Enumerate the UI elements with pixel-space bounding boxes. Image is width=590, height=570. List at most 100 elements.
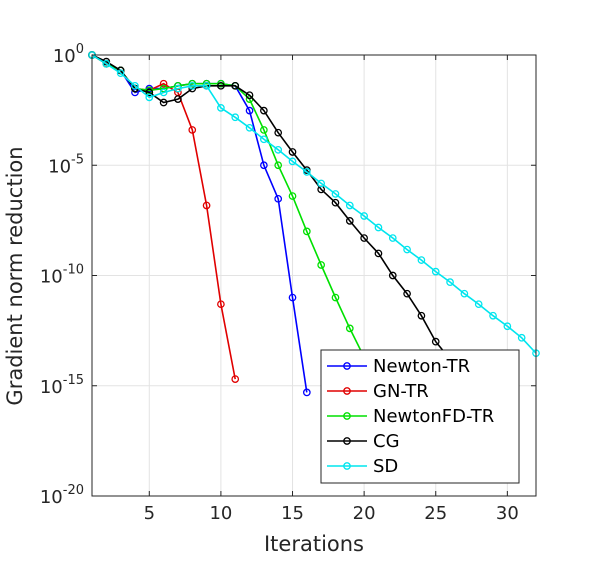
- legend-item: SD: [327, 456, 398, 477]
- data-point: [159, 98, 168, 107]
- data-point: [302, 168, 311, 176]
- data-point: [474, 300, 483, 309]
- data-point: [245, 123, 254, 132]
- data-point: [331, 293, 340, 302]
- data-point: [431, 337, 440, 346]
- data-point: [102, 59, 111, 68]
- data-point: [403, 289, 411, 298]
- legend: Newton-TR GN-TR NewtonFD-TR CG SD: [320, 349, 520, 484]
- legend-label: Newton-TR: [373, 356, 470, 377]
- data-point: [417, 256, 426, 264]
- data-point: [217, 104, 225, 112]
- data-point: [145, 88, 154, 97]
- data-point: [345, 201, 354, 210]
- axes: [91, 54, 537, 497]
- data-point: [159, 88, 168, 97]
- data-point: [431, 267, 440, 276]
- data-point: [288, 293, 297, 302]
- data-point: [403, 245, 411, 254]
- data-point: [288, 192, 297, 200]
- legend-marker: [343, 412, 351, 420]
- x-tick-label: 30: [496, 503, 519, 524]
- data-point: [174, 95, 182, 103]
- legend-label: SD: [373, 456, 398, 477]
- y-tick-labels: 100 10-5 10-10 10-15 10-20: [40, 42, 84, 508]
- x-tick-label: 10: [209, 503, 232, 524]
- data-point: [188, 81, 197, 90]
- series-SD: [88, 51, 540, 358]
- data-point: [517, 333, 526, 342]
- series-layer: [88, 51, 540, 397]
- data-point: [302, 388, 311, 397]
- data-point: [131, 81, 139, 90]
- x-tick-label: 20: [353, 503, 376, 524]
- data-point: [231, 375, 240, 383]
- data-point: [360, 234, 368, 242]
- data-point: [288, 148, 297, 156]
- data-point: [260, 161, 268, 170]
- data-point: [231, 113, 240, 122]
- y-tick-label: 10-5: [48, 152, 84, 177]
- data-point: [116, 69, 125, 78]
- legend-marker: [343, 362, 351, 370]
- data-point: [159, 79, 168, 88]
- y-tick-label: 10-10: [40, 263, 84, 288]
- data-point: [260, 106, 268, 115]
- data-point: [374, 249, 383, 258]
- x-tick-label: 25: [424, 503, 447, 524]
- data-point: [274, 145, 283, 154]
- x-tick-label: 5: [144, 503, 155, 524]
- data-point: [260, 135, 268, 144]
- data-point: [345, 217, 354, 225]
- data-point: [217, 300, 225, 309]
- data-point: [245, 91, 254, 100]
- data-point: [188, 126, 197, 134]
- data-point: [417, 311, 426, 320]
- data-point: [202, 201, 211, 210]
- x-axis-label: Iterations: [264, 532, 364, 556]
- y-tick-label: 10-15: [40, 373, 84, 398]
- x-tick-labels: 5 10 15 20 25 30: [144, 503, 519, 524]
- data-point: [174, 84, 182, 93]
- legend-marker: [343, 437, 351, 445]
- legend-item: CG: [327, 431, 400, 452]
- legend-label: CG: [373, 431, 400, 452]
- data-point: [217, 81, 225, 90]
- data-point: [388, 234, 397, 242]
- legend-item: NewtonFD-TR: [327, 406, 494, 427]
- data-point: [503, 322, 512, 331]
- data-point: [446, 278, 454, 286]
- data-point: [302, 227, 311, 236]
- data-point: [489, 311, 497, 320]
- data-point: [274, 194, 283, 203]
- data-point: [245, 106, 254, 115]
- data-point: [317, 261, 326, 269]
- legend-item: GN-TR: [327, 381, 429, 402]
- data-point: [360, 212, 368, 220]
- legend-label: GN-TR: [373, 381, 429, 402]
- y-axis-label: Gradient norm reduction: [3, 146, 27, 405]
- legend-label: NewtonFD-TR: [373, 406, 494, 427]
- data-point: [145, 93, 154, 102]
- legend-marker: [343, 462, 351, 470]
- y-tick-label: 100: [53, 42, 84, 67]
- data-point: [460, 289, 469, 298]
- x-tick-label: 15: [281, 503, 304, 524]
- data-point: [288, 157, 297, 166]
- data-point: [374, 223, 383, 232]
- data-point: [274, 161, 283, 170]
- data-point: [345, 324, 354, 333]
- data-point: [317, 179, 326, 188]
- data-point: [202, 81, 211, 90]
- y-tick-label: 10-20: [40, 483, 84, 508]
- data-point: [331, 190, 340, 198]
- legend-item: Newton-TR: [327, 356, 470, 377]
- data-point: [260, 126, 268, 134]
- legend-marker: [343, 387, 351, 395]
- data-point: [231, 81, 240, 90]
- data-point: [388, 271, 397, 280]
- data-point: [274, 128, 283, 137]
- legend-box: [320, 349, 520, 484]
- data-point: [331, 198, 340, 207]
